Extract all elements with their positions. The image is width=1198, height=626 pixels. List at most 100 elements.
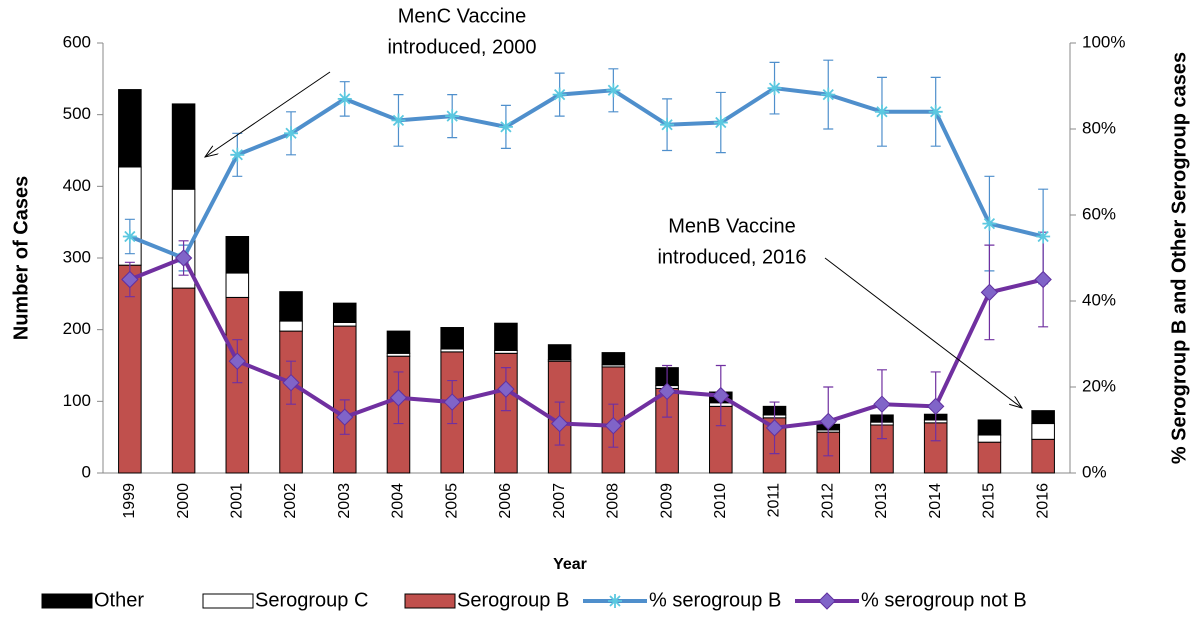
- marker: [819, 412, 837, 431]
- x-axis-label: Year: [553, 556, 587, 573]
- marker: [337, 91, 352, 106]
- marker: [497, 380, 515, 398]
- legend-swatch: [41, 593, 93, 609]
- marker: [712, 386, 730, 405]
- y-tick-label: 0: [82, 462, 91, 481]
- x-tick-label: 2002: [282, 483, 299, 519]
- bar: [440, 327, 464, 350]
- marker: [389, 389, 408, 407]
- x-tick-label: 2012: [819, 483, 836, 519]
- bar: [547, 344, 572, 361]
- x-tick-label: 2005: [443, 483, 460, 519]
- marker: [498, 119, 513, 134]
- marker: [980, 283, 999, 302]
- marker: [982, 216, 997, 231]
- marker: [604, 416, 623, 435]
- x-tick-label: 2004: [390, 483, 407, 519]
- bar: [601, 352, 626, 366]
- y2-tick-label: 60%: [1082, 204, 1116, 223]
- legend-swatch: [404, 593, 456, 609]
- x-tick-label: 2007: [551, 483, 568, 519]
- x-tick-label: 2008: [605, 483, 622, 519]
- bar: [977, 441, 1002, 474]
- x-tick-label: 2001: [229, 483, 246, 519]
- legend-label: Other: [94, 589, 144, 611]
- annotation: introduced, 2000: [387, 36, 536, 58]
- y-tick-label: 500: [63, 104, 91, 123]
- marker: [121, 270, 139, 289]
- bar: [118, 89, 142, 168]
- line: [129, 86, 1044, 261]
- legend-marker: [818, 592, 836, 610]
- x-tick-label: 2014: [927, 483, 944, 519]
- legend-label: Serogroup C: [255, 589, 368, 611]
- y2-tick-label: 20%: [1082, 376, 1116, 395]
- marker: [391, 113, 406, 128]
- x-tick-label: 1999: [121, 483, 138, 519]
- x-tick-label: 2000: [175, 483, 192, 519]
- annotation: MenC Vaccine: [398, 5, 527, 27]
- marker: [1034, 270, 1052, 289]
- marker: [174, 249, 193, 267]
- y-tick-label: 300: [63, 247, 91, 266]
- x-tick-label: 2003: [336, 483, 353, 519]
- marker: [552, 87, 567, 102]
- marker: [228, 352, 247, 370]
- x-tick-label: 2010: [712, 483, 729, 519]
- marker: [282, 373, 300, 392]
- y-tick-label: 600: [63, 32, 91, 51]
- marker: [928, 104, 943, 119]
- y-tick-label: 400: [63, 176, 91, 195]
- bar: [279, 320, 303, 332]
- bar: [225, 296, 250, 474]
- bar: [279, 291, 303, 322]
- marker: [336, 408, 354, 426]
- x-tick-label: 2013: [873, 483, 890, 519]
- x-tick-label: 2015: [981, 483, 998, 519]
- marker: [713, 115, 728, 130]
- marker: [443, 393, 461, 411]
- marker: [873, 395, 891, 413]
- marker: [230, 147, 245, 162]
- legend-label: % serogroup B: [649, 589, 781, 611]
- marker: [445, 109, 460, 124]
- x-tick-label: 2016: [1034, 483, 1051, 519]
- marker: [765, 419, 784, 437]
- legend-marker: [608, 594, 622, 608]
- annotation: MenB Vaccine: [668, 215, 795, 237]
- legend-label: Serogroup B: [457, 589, 569, 611]
- x-tick-label: 2009: [658, 483, 675, 519]
- marker: [821, 87, 836, 102]
- bar: [225, 236, 250, 274]
- bar: [332, 302, 357, 323]
- y-tick-label: 200: [63, 319, 91, 338]
- bar: [386, 330, 411, 354]
- marker: [767, 81, 782, 96]
- y2-tick-label: 100%: [1082, 32, 1125, 51]
- marker: [284, 126, 299, 141]
- x-tick-label: 2011: [766, 483, 783, 518]
- bar: [1031, 438, 1055, 474]
- marker: [660, 117, 675, 132]
- bar: [494, 322, 518, 351]
- legend-label: % serogroup not B: [861, 589, 1027, 611]
- y2-tick-label: 80%: [1082, 118, 1116, 137]
- marker: [926, 397, 945, 416]
- y2-axis-label: % Serogroup B and Other Serogroup cases: [1168, 52, 1190, 464]
- x-tick-label: 2006: [497, 483, 514, 519]
- bar: [1031, 423, 1055, 440]
- legend-swatch: [202, 593, 254, 609]
- annotation-arrow: [824, 257, 1022, 408]
- annotation-arrow: [205, 71, 331, 157]
- y2-tick-label: 40%: [1082, 290, 1116, 309]
- bar: [332, 322, 357, 327]
- line: [129, 255, 1044, 430]
- bar: [977, 434, 1002, 443]
- bar: [171, 103, 196, 190]
- marker: [874, 104, 889, 119]
- bar: [225, 272, 250, 298]
- marker: [606, 83, 621, 98]
- marker: [550, 414, 569, 433]
- annotation: introduced, 2016: [657, 246, 806, 268]
